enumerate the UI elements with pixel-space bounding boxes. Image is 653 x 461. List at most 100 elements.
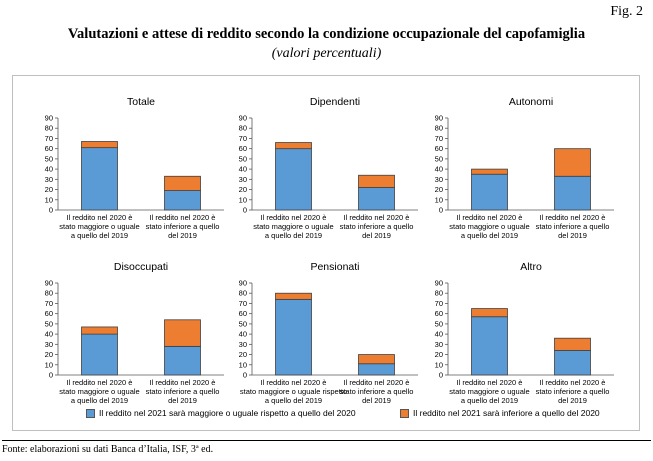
y-tick-label: 10 [239,360,247,369]
subplot-title: Altro [520,261,542,273]
bar-segment-lower [275,292,312,300]
y-tick-label: 30 [45,175,53,184]
y-tick-label: 40 [239,165,247,174]
bar-segment-lower [358,174,395,188]
y-tick-label: 90 [239,279,247,288]
y-tick-label: 70 [239,299,247,308]
y-tick-label: 50 [45,319,53,328]
y-tick-label: 80 [435,289,443,298]
x-tick-label: a quello del 2019 [71,396,128,405]
y-tick-label: 20 [435,350,443,359]
y-tick-label: 10 [45,360,53,369]
x-tick-label: Il reddito nel 2020 è [67,378,133,387]
y-tick-label: 0 [49,206,53,215]
x-tick-label: del 2019 [558,396,587,405]
x-tick-label: Il reddito nel 2020 è [457,378,523,387]
y-tick-label: 20 [239,350,247,359]
bar-segment-lower [164,175,201,191]
legend: Il reddito nel 2021 sarà maggiore o ugua… [0,408,653,424]
y-tick-label: 0 [439,371,443,380]
y-tick-label: 80 [45,289,53,298]
y-tick-label: 10 [239,195,247,204]
subplot-title: Autonomi [509,96,553,108]
x-tick-label: stato maggiore o uguale [449,222,529,231]
y-tick-label: 30 [239,340,247,349]
y-tick-label: 90 [45,114,53,123]
bar-segment-higher [471,173,508,211]
y-tick-label: 60 [45,309,53,318]
y-tick-label: 90 [435,114,443,123]
x-tick-label: Il reddito nel 2020 è [150,213,216,222]
x-tick-label: Il reddito nel 2020 è [344,213,410,222]
x-tick-label: stato maggiore o uguale [253,222,333,231]
bar-segment-lower [164,319,201,347]
x-tick-label: Il reddito nel 2020 è [344,378,410,387]
x-tick-label: del 2019 [362,231,391,240]
x-tick-label: del 2019 [168,396,197,405]
chart-title: Valutazioni e attese di reddito secondo … [67,26,586,42]
bar-segment-lower [81,141,118,149]
bar-segment-higher [275,298,312,376]
y-tick-label: 20 [45,185,53,194]
x-tick-label: Il reddito nel 2020 è [261,378,327,387]
y-tick-label: 60 [239,309,247,318]
y-tick-label: 50 [435,154,443,163]
figure-label: Fig. 2 [610,4,643,19]
y-tick-label: 0 [439,206,443,215]
x-tick-label: stato inferiore a quello [340,222,414,231]
y-tick-label: 40 [45,330,53,339]
x-tick-label: a quello del 2019 [461,231,518,240]
y-tick-label: 70 [45,134,53,143]
y-tick-label: 30 [435,340,443,349]
legend-swatch-higher [86,408,95,418]
subplot-title: Totale [127,96,155,108]
source-note: Fonte: elaborazioni su dati Banca d’Ital… [2,440,651,455]
x-tick-label: a quello del 2019 [265,396,322,405]
y-tick-label: 40 [435,165,443,174]
y-tick-label: 20 [45,350,53,359]
subplot-title: Dipendenti [310,96,360,108]
x-tick-label: Il reddito nel 2020 è [261,213,327,222]
bar-segment-higher [471,316,508,376]
y-tick-label: 90 [239,114,247,123]
subplot-title: Pensionati [310,261,359,273]
y-tick-label: 70 [239,134,247,143]
x-tick-label: stato inferiore a quello [146,222,220,231]
x-tick-label: stato inferiore a quello [536,222,610,231]
bar-segment-higher [358,187,395,211]
x-tick-label: del 2019 [168,231,197,240]
y-tick-label: 0 [49,371,53,380]
x-tick-label: Il reddito nel 2020 è [540,213,606,222]
x-tick-label: Il reddito nel 2020 è [67,213,133,222]
bar-segment-lower [275,142,312,150]
y-tick-label: 60 [45,144,53,153]
x-tick-label: Il reddito nel 2020 è [150,378,216,387]
x-tick-label: stato maggiore o uguale rispetto [240,387,347,396]
bar-segment-lower [471,168,508,175]
subplot-title: Disoccupati [114,261,168,273]
y-tick-label: 60 [435,309,443,318]
y-tick-label: 60 [435,144,443,153]
x-tick-label: stato maggiore o uguale [449,387,529,396]
y-tick-label: 70 [435,134,443,143]
y-tick-label: 60 [239,144,247,153]
bar-segment-lower [554,148,591,177]
legend-label-higher: Il reddito nel 2021 sarà maggiore o ugua… [99,408,356,418]
y-tick-label: 0 [243,206,247,215]
x-tick-label: stato inferiore a quello [146,387,220,396]
legend-item-higher: Il reddito nel 2021 sarà maggiore o ugua… [86,408,356,418]
y-tick-label: 80 [239,124,247,133]
bar-segment-higher [81,333,118,376]
x-tick-label: stato inferiore a quello [340,387,414,396]
y-tick-label: 40 [239,330,247,339]
y-tick-label: 50 [45,154,53,163]
y-tick-label: 10 [435,360,443,369]
chart-subtitle: (valori percentuali) [271,46,382,61]
bar-segment-higher [554,175,591,211]
bar-segment-lower [358,354,395,365]
x-tick-label: stato maggiore o uguale [59,387,139,396]
y-tick-label: 30 [435,175,443,184]
y-tick-label: 50 [239,154,247,163]
bar-segment-lower [81,326,118,335]
